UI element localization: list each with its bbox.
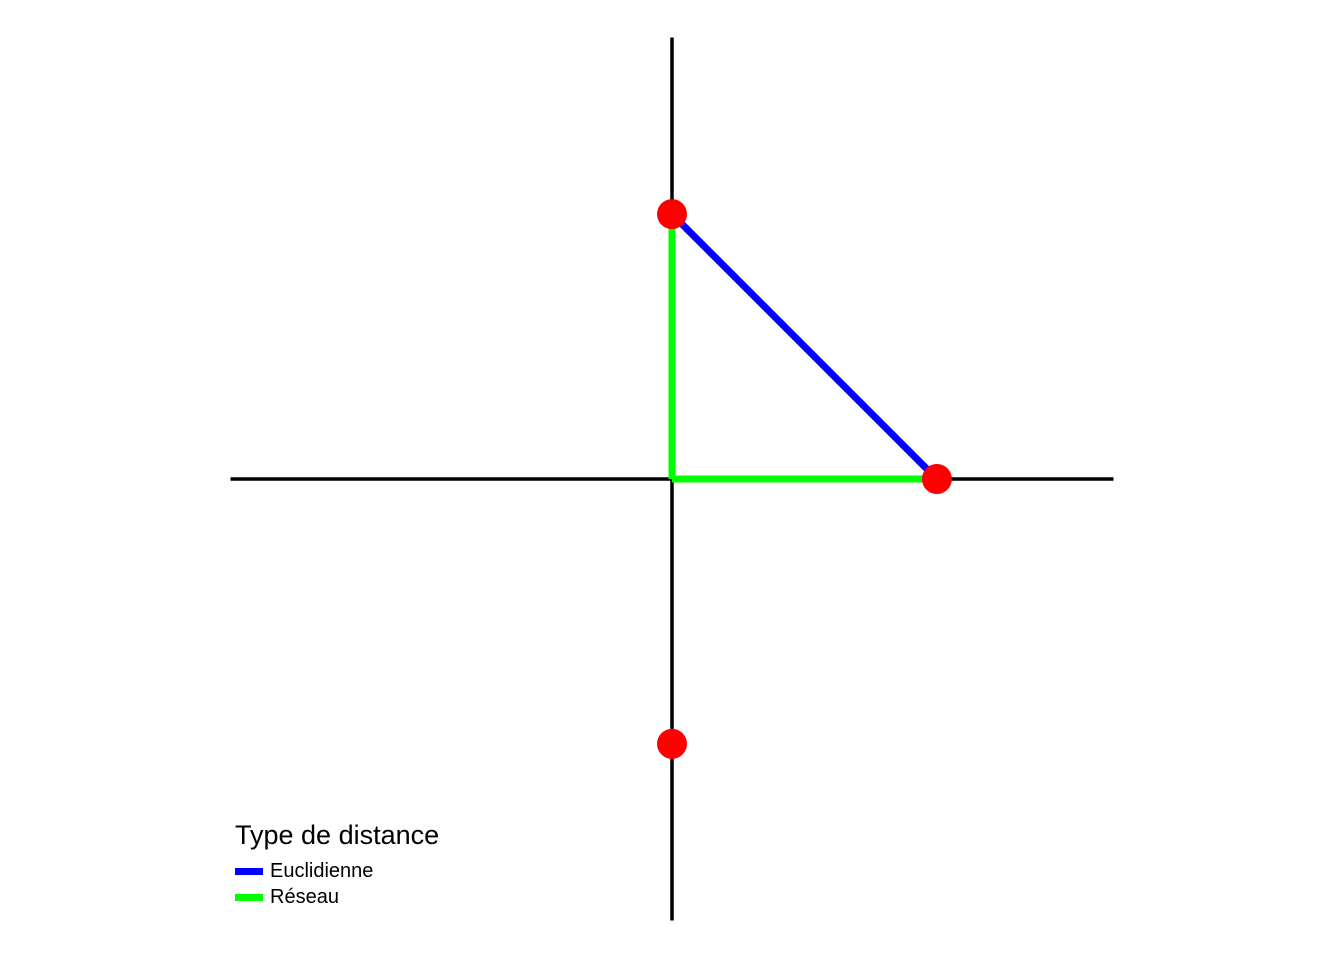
legend-swatch-euclidienne: [235, 867, 263, 875]
point-marker-1: [921, 464, 952, 494]
euclidean-segment-2: [669, 211, 940, 482]
legend-title: Type de distance: [235, 820, 440, 850]
legend-item-euclidienne: Euclidienne: [235, 858, 439, 884]
legend-item-reseau: Réseau: [235, 884, 439, 910]
point-marker-0: [657, 199, 687, 230]
legend: Type de distance Euclidienne Réseau: [235, 818, 439, 910]
legend-swatch-reseau: [235, 893, 263, 901]
legend-label-reseau: Réseau: [270, 885, 339, 908]
legend-label-euclidienne: Euclidienne: [270, 859, 374, 882]
point-marker-2: [657, 728, 687, 759]
